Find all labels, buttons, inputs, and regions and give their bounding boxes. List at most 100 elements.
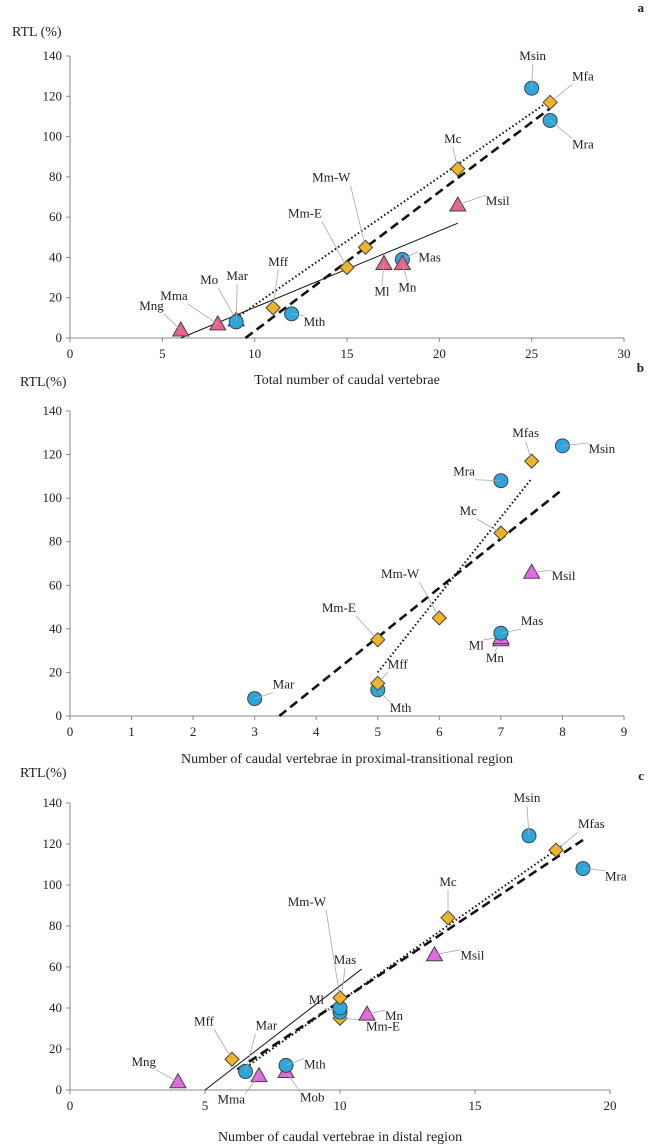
data-point-ml: [375, 254, 393, 270]
point-label: Mas: [334, 952, 356, 967]
label-leader: [291, 313, 304, 317]
label-leader: [377, 672, 389, 684]
label-leader: [476, 518, 502, 534]
point-label: Msil: [552, 568, 576, 583]
label-leader: [500, 628, 521, 634]
label-leader: [217, 287, 237, 321]
label-leader: [350, 185, 366, 248]
y-tick-label: 80: [49, 918, 62, 933]
y-tick-label: 0: [56, 708, 63, 723]
x-tick-label: 9: [621, 724, 628, 739]
x-tick-label: 20: [604, 1098, 617, 1113]
point-label: Mc: [439, 874, 457, 889]
label-leader: [213, 1029, 233, 1060]
point-label: Mas: [521, 613, 543, 628]
point-label: Mar: [256, 1018, 278, 1033]
x-tick-label: 0: [67, 724, 74, 739]
x-axis-title: Number of caudal vertebrae in distal reg…: [218, 1130, 462, 1145]
point-label: Ml: [374, 283, 390, 298]
y-tick-label: 0: [56, 330, 63, 345]
label-leader: [366, 1009, 386, 1015]
label-leader: [325, 909, 341, 998]
x-tick-label: 20: [433, 346, 446, 361]
x-tick-label: 2: [190, 724, 197, 739]
point-label: Mar: [226, 268, 248, 283]
label-leader: [254, 692, 273, 699]
y-tick-label: 140: [43, 795, 63, 810]
label-leader: [525, 440, 533, 462]
y-tick-label: 140: [43, 403, 63, 418]
x-tick-label: 0: [67, 1098, 74, 1113]
label-leader: [355, 615, 379, 641]
point-label: Mff: [388, 656, 409, 671]
y-tick-label: 80: [49, 534, 62, 549]
label-leader: [402, 263, 408, 282]
y-tick-label: 100: [43, 877, 63, 892]
label-leader: [285, 1071, 301, 1092]
y-tick-label: 60: [49, 959, 62, 974]
x-axis-title: Total number of caudal vertebrae: [254, 373, 440, 388]
x-tick-label: 5: [159, 346, 166, 361]
label-leader: [555, 831, 579, 851]
chart-panel-b: b 0 20 40 60 80 100 120 140 0 1 2 3 4 5 6 7 8 9 RTL(%) Numbe…: [20, 360, 644, 767]
panel-letter: a: [638, 0, 645, 15]
point-label: Mma: [218, 1092, 246, 1107]
y-tick-label: 100: [43, 129, 63, 144]
chart-panel-a: a 0 20 40 60 80 100 120 140 0 5 10 15 20 25 30 RTL (%) To…: [12, 0, 645, 388]
y-tick-label: 60: [49, 209, 62, 224]
y-tick-label: 120: [43, 447, 63, 462]
point-label: Mar: [273, 677, 295, 692]
point-label: Mm-W: [288, 894, 327, 909]
label-leader: [549, 84, 573, 103]
x-tick-label: 6: [436, 724, 443, 739]
label-leader: [402, 251, 419, 260]
y-tick-label: 60: [49, 577, 62, 592]
label-leader: [474, 479, 501, 482]
point-label: Mfas: [512, 425, 539, 440]
label-leader: [377, 689, 391, 703]
point-label: Mra: [605, 869, 627, 884]
x-tick-label: 15: [469, 1098, 482, 1113]
label-leader: [457, 194, 486, 206]
x-tick-label: 8: [559, 724, 566, 739]
x-axis-title: Number of caudal vertebrae in proximal-t…: [181, 752, 513, 767]
label-leader: [531, 64, 534, 89]
point-label: Mn: [385, 1008, 404, 1023]
label-leader: [526, 805, 530, 836]
point-label: Ml: [309, 992, 325, 1007]
label-leader: [155, 1069, 179, 1083]
point-label: Mng: [131, 1054, 156, 1069]
trend-line-dotted: [376, 477, 533, 674]
point-label: Mff: [194, 1013, 215, 1028]
point-label: Mo: [200, 272, 218, 287]
label-leader: [418, 581, 440, 619]
y-tick-label: 20: [49, 1041, 62, 1056]
point-label: Mm-E: [322, 600, 356, 615]
label-leader: [235, 283, 238, 322]
point-label: Mth: [390, 700, 412, 715]
point-label: Mas: [418, 249, 440, 264]
y-axis-title: RTL (%): [12, 25, 62, 40]
y-axis-title: RTL(%): [20, 375, 67, 390]
point-label: Mob: [300, 1090, 325, 1105]
data-point-mng: [169, 1072, 187, 1089]
point-label: Mn: [486, 650, 505, 665]
y-tick-label: 20: [49, 664, 62, 679]
point-label: Mra: [453, 464, 475, 479]
trend-line-solid: [204, 968, 362, 1091]
label-leader: [285, 1058, 305, 1066]
chart-panel-c: c 0 20 40 60 80 100 120 140 0 5 10 15 20 RTL(%) Number …: [20, 766, 644, 1145]
label-leader: [562, 442, 589, 447]
y-tick-label: 100: [43, 490, 63, 505]
y-tick-label: 80: [49, 169, 62, 184]
point-label: Mc: [444, 131, 462, 146]
x-tick-label: 4: [313, 724, 320, 739]
label-leader: [321, 221, 348, 268]
x-tick-label: 5: [375, 724, 382, 739]
point-label: Mma: [160, 288, 188, 303]
point-label: Mm-W: [312, 169, 351, 184]
x-tick-label: 30: [618, 346, 631, 361]
label-leader: [531, 569, 552, 573]
point-label: Mth: [304, 314, 326, 329]
